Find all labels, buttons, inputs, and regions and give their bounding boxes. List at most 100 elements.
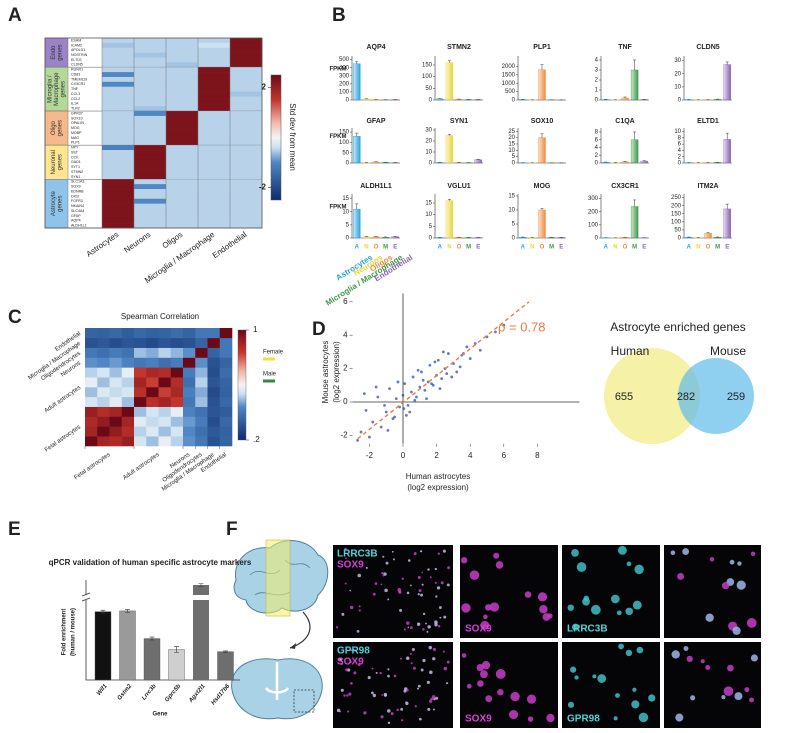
category-label: E bbox=[725, 245, 729, 251]
cell-signal bbox=[721, 695, 726, 700]
heat-cell bbox=[134, 179, 167, 185]
heat-cell bbox=[121, 436, 135, 447]
y-tick-label: 0 bbox=[512, 98, 516, 104]
column-label: Endothelial bbox=[211, 230, 249, 260]
heat-cell bbox=[166, 96, 199, 102]
heat-cell bbox=[146, 387, 159, 398]
cell-signal bbox=[727, 664, 734, 672]
heat-cell bbox=[134, 52, 167, 58]
gene-label: TLR2 bbox=[71, 107, 80, 111]
heat-cell bbox=[230, 96, 263, 102]
heat-cell bbox=[230, 130, 263, 136]
y-tick-label: 4 bbox=[595, 58, 599, 64]
heat-cell bbox=[102, 150, 135, 156]
cell-signal bbox=[383, 692, 388, 697]
heat-cell bbox=[134, 111, 167, 117]
y-tick-label: 0 bbox=[346, 161, 350, 167]
heat-cell bbox=[146, 328, 159, 339]
cell-signal bbox=[422, 658, 426, 663]
heatmap-frame bbox=[44, 37, 263, 229]
heat-cell bbox=[219, 357, 233, 368]
cell-signal bbox=[632, 687, 637, 692]
bar bbox=[193, 600, 209, 680]
scatter-point bbox=[404, 413, 408, 417]
y-tick-label: 2 bbox=[343, 364, 348, 373]
y-tick-label: 6 bbox=[595, 137, 599, 143]
heat-cell bbox=[207, 396, 221, 407]
scatter-point bbox=[394, 397, 398, 401]
error-bar bbox=[725, 61, 729, 65]
cell-signal bbox=[367, 676, 371, 680]
colorbar-label: Std dev from mean bbox=[288, 103, 297, 171]
heat-cell bbox=[183, 387, 196, 398]
y-tick-label: 0 bbox=[512, 236, 516, 242]
cell-signal bbox=[382, 555, 385, 558]
scatter-point bbox=[368, 435, 371, 439]
cell-signal bbox=[705, 613, 714, 622]
y-tick-label: 4 bbox=[343, 330, 348, 339]
heat-cell bbox=[230, 223, 263, 229]
heat-cell bbox=[230, 111, 263, 117]
bar bbox=[353, 135, 361, 164]
group-label: Macrophage bbox=[54, 72, 60, 106]
heat-cell bbox=[166, 203, 199, 209]
heat-cell bbox=[166, 140, 199, 146]
y-tick-label: -2 bbox=[340, 431, 348, 440]
category-label: E bbox=[476, 245, 480, 251]
x-tick-label: Agxt2l1 bbox=[188, 683, 208, 705]
cell-signal bbox=[526, 694, 537, 704]
bar bbox=[602, 162, 610, 164]
y-tick-label: 5 bbox=[346, 222, 350, 228]
y-tick-label: 8 bbox=[678, 135, 682, 141]
x-tick-label: Gprc5b bbox=[164, 683, 182, 703]
chart-title: CX3CR1 bbox=[611, 183, 639, 190]
cell-signal bbox=[648, 694, 656, 702]
gene-label: NOSTRIN bbox=[71, 53, 88, 57]
y-tick-label: 0 bbox=[346, 236, 350, 242]
cell-signal bbox=[466, 683, 472, 689]
heat-cell bbox=[146, 377, 159, 388]
scatter-point bbox=[415, 395, 418, 399]
heat-cell bbox=[158, 367, 172, 378]
heat-cell bbox=[158, 416, 172, 427]
group-label: genes bbox=[57, 195, 63, 211]
cell-signal bbox=[476, 664, 484, 672]
heat-cell bbox=[198, 208, 231, 214]
cell-signal bbox=[497, 688, 504, 696]
cell-signal bbox=[391, 550, 394, 553]
heat-cell bbox=[230, 208, 263, 214]
heat-cell bbox=[158, 436, 172, 447]
heat-cell bbox=[166, 52, 199, 58]
bar bbox=[723, 139, 731, 164]
heat-cell bbox=[85, 436, 98, 447]
heat-cell bbox=[102, 179, 135, 185]
x-group-label: Adult astrocytes bbox=[122, 452, 160, 481]
cell-signal bbox=[410, 652, 412, 655]
bar bbox=[538, 209, 546, 239]
cell-signal bbox=[435, 696, 439, 700]
cell-signal bbox=[414, 705, 417, 708]
x-tick-label: Hsd17b6 bbox=[211, 683, 232, 707]
heat-cell bbox=[134, 164, 167, 170]
chart-title: VGLU1 bbox=[447, 183, 470, 190]
cell-signal bbox=[353, 648, 356, 652]
heat-cell bbox=[102, 76, 135, 83]
category-label: O bbox=[374, 245, 379, 251]
y-tick-label: 200 bbox=[588, 209, 599, 215]
heat-cell bbox=[97, 337, 110, 348]
heat-cell bbox=[166, 130, 199, 136]
heat-cell bbox=[134, 416, 147, 427]
scatter-point bbox=[421, 378, 425, 382]
heat-cell bbox=[195, 416, 208, 427]
scatter-point bbox=[384, 410, 388, 414]
heat-cell bbox=[166, 223, 199, 229]
y-tick-label: 0 bbox=[429, 236, 433, 242]
heat-cell bbox=[109, 396, 123, 407]
heat-cell bbox=[109, 328, 123, 339]
bar bbox=[538, 137, 546, 164]
scatter-point bbox=[425, 397, 428, 401]
bar bbox=[168, 649, 185, 681]
heat-cell bbox=[109, 406, 123, 417]
heat-cell bbox=[102, 130, 135, 136]
scatter-point bbox=[403, 382, 407, 386]
